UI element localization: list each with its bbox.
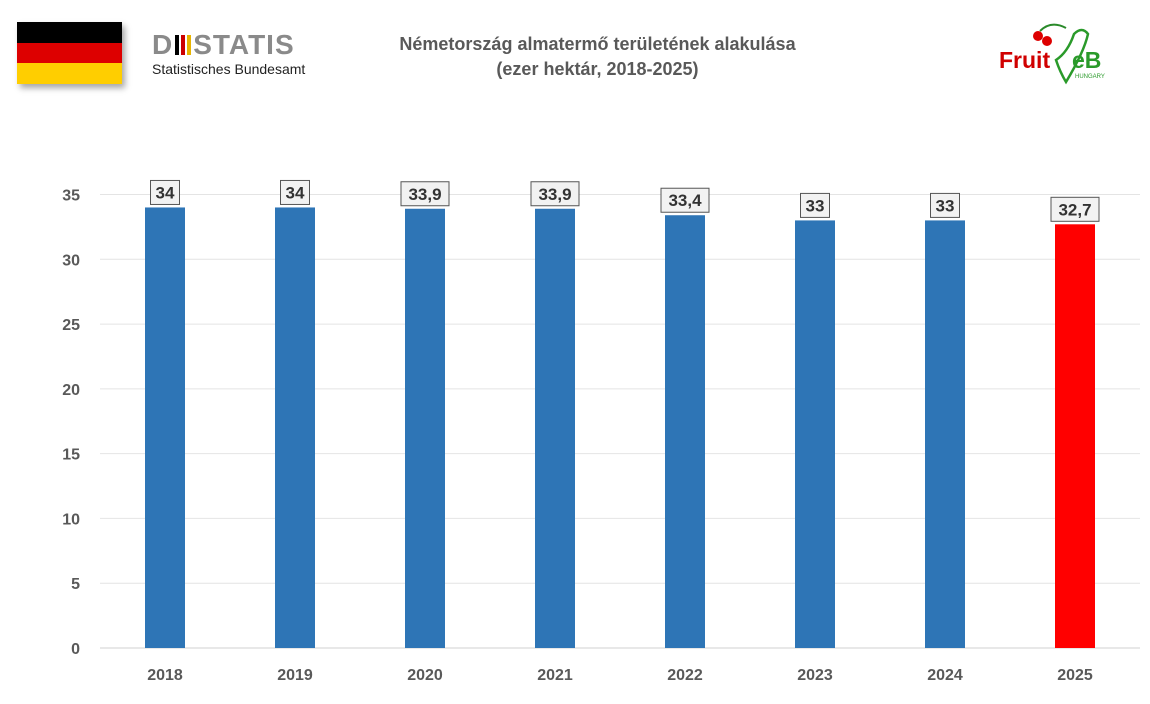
y-axis-ticks: 0 5 10 15 20 25 30 35: [62, 188, 80, 659]
x-axis-ticks: 2018 2019 2020 2021 2022 2023 2024 2025: [147, 667, 1093, 684]
chart-title: Németország almatermő területének alakul…: [300, 32, 895, 82]
data-label-box: [150, 179, 180, 205]
y-tick-label: 0: [71, 641, 80, 658]
destatis-logo: D STATIS Statistisches Bundesamt: [152, 30, 306, 78]
x-tick-label: 2023: [797, 667, 833, 684]
data-label-box: [1050, 196, 1100, 222]
destatis-wordmark-right: STATIS: [193, 29, 295, 60]
leaf-icon: [1054, 28, 1090, 85]
data-label: 34: [286, 183, 305, 202]
bars: [145, 207, 1095, 648]
x-tick-label: 2021: [537, 667, 573, 684]
x-tick-label: 2020: [407, 667, 443, 684]
x-tick-label: 2019: [277, 667, 313, 684]
data-labels: 34 34 33,9 33,9 33,4 33 33 32,7: [150, 179, 1100, 222]
flag-stripe-gold: [17, 63, 122, 84]
data-label: 32,7: [1058, 200, 1091, 219]
destatis-wordmark: D STATIS: [152, 30, 305, 60]
fruitveb-wordmark: Fruit: [999, 47, 1050, 73]
bar-2024: [925, 220, 965, 648]
y-tick-label: 30: [62, 252, 80, 269]
data-label: 34: [156, 183, 175, 202]
y-tick-label: 25: [62, 317, 80, 334]
bar-2023: [795, 220, 835, 648]
chart-title-line2: (ezer hektár, 2018-2025): [496, 59, 699, 79]
fruitveb-subtitle: HUNGARY: [1075, 74, 1105, 80]
x-tick-label: 2024: [927, 667, 963, 684]
bar-2019: [275, 207, 315, 648]
flag-stripe-red: [17, 42, 122, 64]
x-tick-label: 2025: [1057, 667, 1093, 684]
data-label-box: [280, 179, 310, 205]
data-label-box: [930, 192, 960, 218]
gridlines: [100, 194, 1140, 649]
bar-2018: [145, 207, 185, 648]
y-tick-label: 20: [62, 382, 80, 399]
cherry-icon: [1033, 31, 1043, 41]
data-label-box: [530, 181, 580, 207]
bar-2020: [405, 208, 445, 648]
fruitveb-logo: Fruit eB HUNGARY: [999, 23, 1105, 85]
data-label-box: [400, 181, 450, 207]
destatis-subtitle: Statistisches Bundesamt: [152, 61, 306, 77]
flag-stripe-black: [17, 22, 122, 43]
y-tick-label: 10: [62, 511, 80, 528]
german-flag: [17, 22, 122, 84]
data-label-box: [660, 187, 710, 213]
destatis-wordmark-left: D: [152, 29, 174, 60]
y-tick-label: 35: [62, 188, 80, 205]
data-label: 33,4: [668, 191, 702, 210]
data-label: 33,9: [538, 185, 571, 204]
y-tick-label: 15: [62, 447, 80, 464]
chart-title-line1: Németország almatermő területének alakul…: [399, 34, 796, 54]
destatis-bars-icon: [175, 35, 192, 55]
x-tick-label: 2018: [147, 667, 183, 684]
x-tick-label: 2022: [667, 667, 703, 684]
data-label-box: [800, 192, 830, 218]
data-label: 33: [806, 196, 825, 215]
bar-2021: [535, 208, 575, 648]
data-label: 33: [936, 196, 955, 215]
cherry-icon-2: [1042, 36, 1052, 46]
y-tick-label: 5: [71, 576, 80, 593]
fruitveb-wordmark-veb: eB: [1072, 47, 1101, 73]
bar-2025: [1055, 224, 1095, 648]
bar-2022: [665, 215, 705, 648]
data-label: 33,9: [408, 185, 441, 204]
